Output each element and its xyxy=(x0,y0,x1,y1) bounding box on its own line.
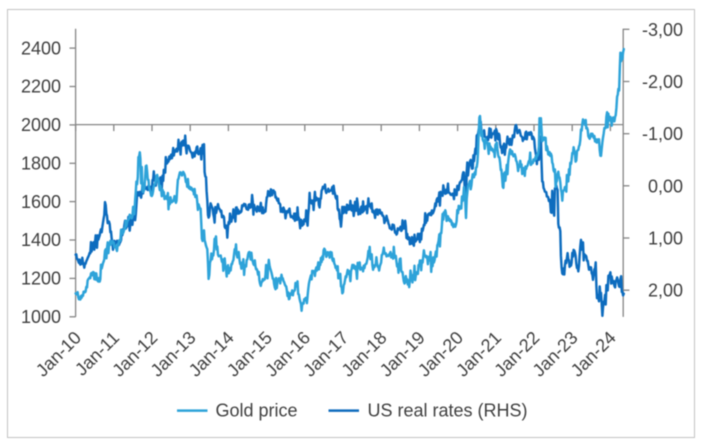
svg-text:1,00: 1,00 xyxy=(648,229,683,249)
svg-text:1400: 1400 xyxy=(21,230,61,250)
svg-text:-3,00: -3,00 xyxy=(642,20,683,40)
svg-text:-2,00: -2,00 xyxy=(642,72,683,92)
svg-text:2200: 2200 xyxy=(21,77,61,97)
svg-text:1600: 1600 xyxy=(21,192,61,212)
svg-text:-1,00: -1,00 xyxy=(642,124,683,144)
svg-text:2400: 2400 xyxy=(21,38,61,58)
svg-text:1800: 1800 xyxy=(21,154,61,174)
svg-text:1000: 1000 xyxy=(21,307,61,327)
svg-text:US real rates (RHS): US real rates (RHS) xyxy=(368,400,528,420)
svg-text:1200: 1200 xyxy=(21,269,61,289)
svg-text:2,00: 2,00 xyxy=(648,281,683,301)
svg-text:2000: 2000 xyxy=(21,115,61,135)
svg-text:0,00: 0,00 xyxy=(648,176,683,196)
svg-text:Gold price: Gold price xyxy=(216,400,298,420)
